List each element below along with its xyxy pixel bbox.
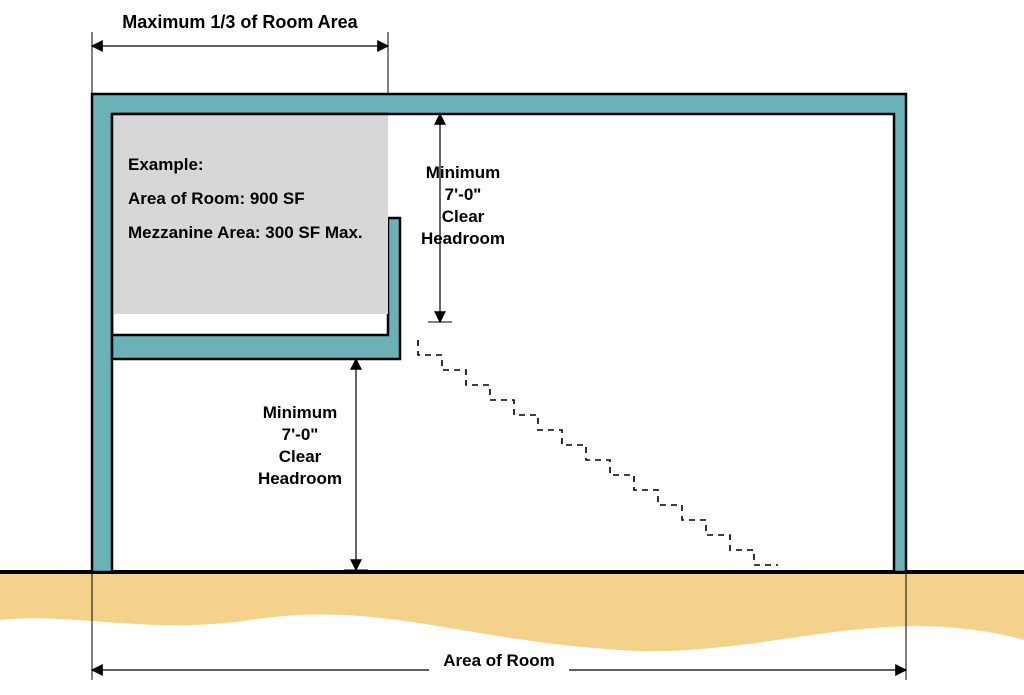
mezzanine-shaded-area — [112, 114, 388, 314]
stair-outline — [418, 340, 778, 565]
mezzanine-diagram: Maximum 1/3 of Room Area Area of Room Mini… — [0, 0, 1024, 695]
dim-label-bottom: Area of Room — [443, 651, 554, 670]
ground-fill — [0, 572, 1024, 651]
dim-label-upper-headroom: Minimum7'-0"ClearHeadroom — [421, 163, 505, 248]
dim-label-top: Maximum 1/3 of Room Area — [122, 12, 358, 32]
dim-label-lower-headroom: Minimum7'-0"ClearHeadroom — [258, 403, 342, 488]
